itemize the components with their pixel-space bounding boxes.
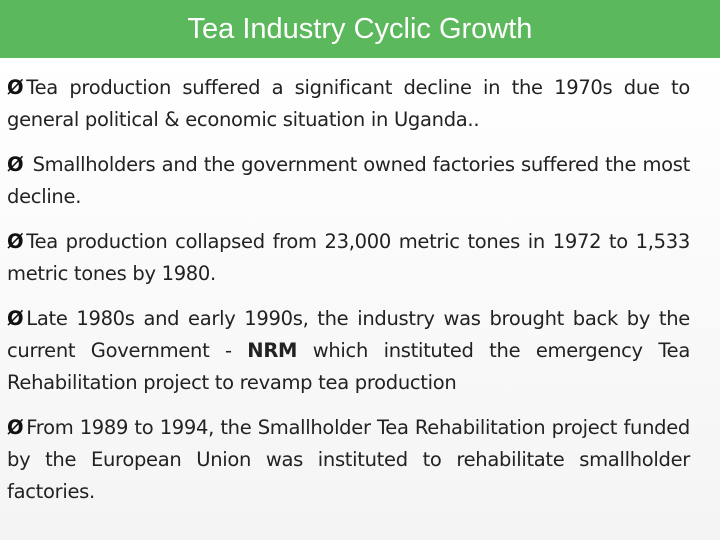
bullet-text: Tea production collapsed from 23,000 met… (7, 230, 690, 285)
arrow-bullet-icon: Ø (7, 307, 24, 330)
bullet-item: Ø From 1989 to 1994, the Smallholder Tea … (7, 412, 690, 508)
bullet-item: Ø Smallholders and the government owned … (7, 149, 690, 213)
arrow-bullet-icon: Ø (7, 76, 24, 99)
bullet-text: Smallholders and the government owned fa… (7, 153, 690, 208)
title-bar: Tea Industry Cyclic Growth (0, 0, 720, 58)
bullet-text: Tea production suffered a significant de… (7, 76, 690, 131)
slide-content: Ø Tea production suffered a significant d… (0, 58, 720, 540)
slide-title: Tea Industry Cyclic Growth (187, 12, 533, 45)
bullet-item: Ø Late 1980s and early 1990s, the industr… (7, 303, 690, 399)
bullet-item: Ø Tea production suffered a significant d… (7, 72, 690, 136)
bullet-text: From 1989 to 1994, the Smallholder Tea R… (7, 416, 690, 503)
arrow-bullet-icon: Ø (7, 230, 24, 253)
bullet-text: which instituted the emergency Tea Rehab… (7, 339, 690, 394)
bullet-item: Ø Tea production collapsed from 23,000 me… (7, 226, 690, 290)
bullet-bold-text: NRM (247, 339, 298, 362)
bullet-text: Late 1980s and early 1990s, the industry… (7, 307, 690, 362)
arrow-bullet-icon: Ø (7, 153, 24, 176)
arrow-bullet-icon: Ø (7, 416, 24, 439)
